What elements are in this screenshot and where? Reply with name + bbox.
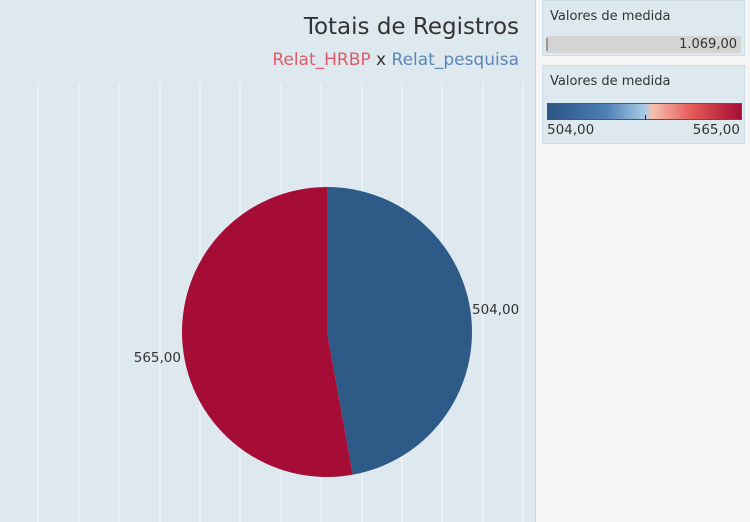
color-legend-tick — [645, 115, 646, 120]
size-legend[interactable]: Valores de medida 1.069,00 — [542, 0, 745, 56]
size-legend-bar: 1.069,00 — [546, 36, 741, 53]
chart-svg: 504,00 565,00 — [37, 83, 524, 522]
subtitle-separator: x — [376, 50, 387, 70]
pie-slice-label: 504,00 — [472, 302, 519, 318]
size-legend-value: 1.069,00 — [679, 37, 737, 52]
chart-area: 504,00 565,00 Totais de Registros Relat_H… — [37, 14, 524, 522]
legend-panel: Valores de medida 1.069,00 Valores de me… — [535, 0, 750, 522]
color-legend-gradient — [547, 103, 742, 120]
color-legend-title: Valores de medida — [550, 74, 671, 89]
pie — [181, 187, 472, 477]
size-legend-marker — [546, 38, 548, 51]
subtitle-series-a: Relat_HRBP — [272, 50, 371, 70]
color-legend-max: 565,00 — [692, 122, 740, 138]
chart-subtitle: Relat_HRBP x Relat_pesquisa — [272, 50, 519, 70]
subtitle-series-b: Relat_pesquisa — [391, 50, 519, 70]
pie-slice-label: 565,00 — [134, 350, 181, 366]
size-legend-title: Valores de medida — [550, 9, 671, 24]
pie-slice[interactable] — [327, 187, 472, 475]
title-block: Totais de Registros Relat_HRBP x Relat_p… — [272, 14, 519, 70]
pie-slice[interactable] — [181, 187, 353, 477]
pie-labels: 504,00 565,00 — [134, 302, 520, 366]
color-legend[interactable]: Valores de medida 504,00 565,00 — [542, 65, 745, 144]
chart-title: Totais de Registros — [303, 14, 519, 40]
color-legend-min: 504,00 — [547, 122, 595, 138]
